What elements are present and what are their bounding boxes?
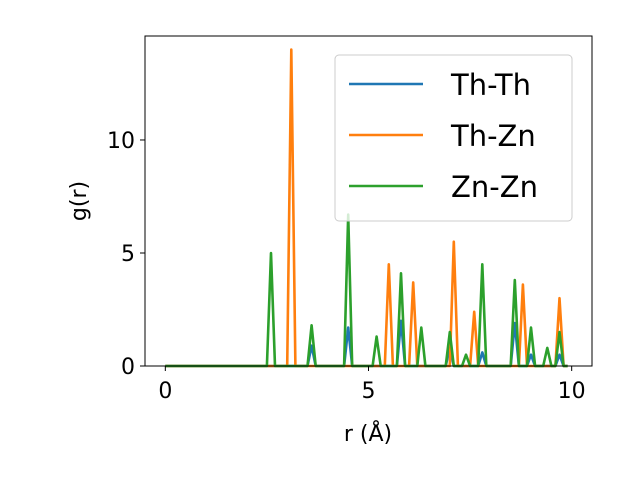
y-axis-title: g(r) bbox=[67, 181, 92, 221]
legend-label-th-th: Th-Th bbox=[450, 68, 531, 102]
legend-label-zn-zn: Zn-Zn bbox=[451, 170, 538, 204]
legend: Th-Th Th-Zn Zn-Zn bbox=[334, 54, 573, 222]
y-tick-label: 0 bbox=[121, 355, 135, 380]
y-tick-label: 5 bbox=[121, 242, 135, 267]
y-tick-label: 10 bbox=[107, 129, 135, 154]
x-axis-title: r (Å) bbox=[344, 420, 392, 447]
x-tick-label: 10 bbox=[558, 379, 586, 404]
x-tick-label: 0 bbox=[158, 379, 172, 404]
ticks: 0 5 10 0 5 10 bbox=[107, 129, 586, 404]
series-line-th-th bbox=[165, 319, 568, 368]
legend-label-th-zn: Th-Zn bbox=[450, 119, 536, 153]
series-line-zn-zn bbox=[165, 213, 568, 368]
legend-box bbox=[334, 54, 573, 222]
x-tick-label: 5 bbox=[362, 379, 376, 404]
